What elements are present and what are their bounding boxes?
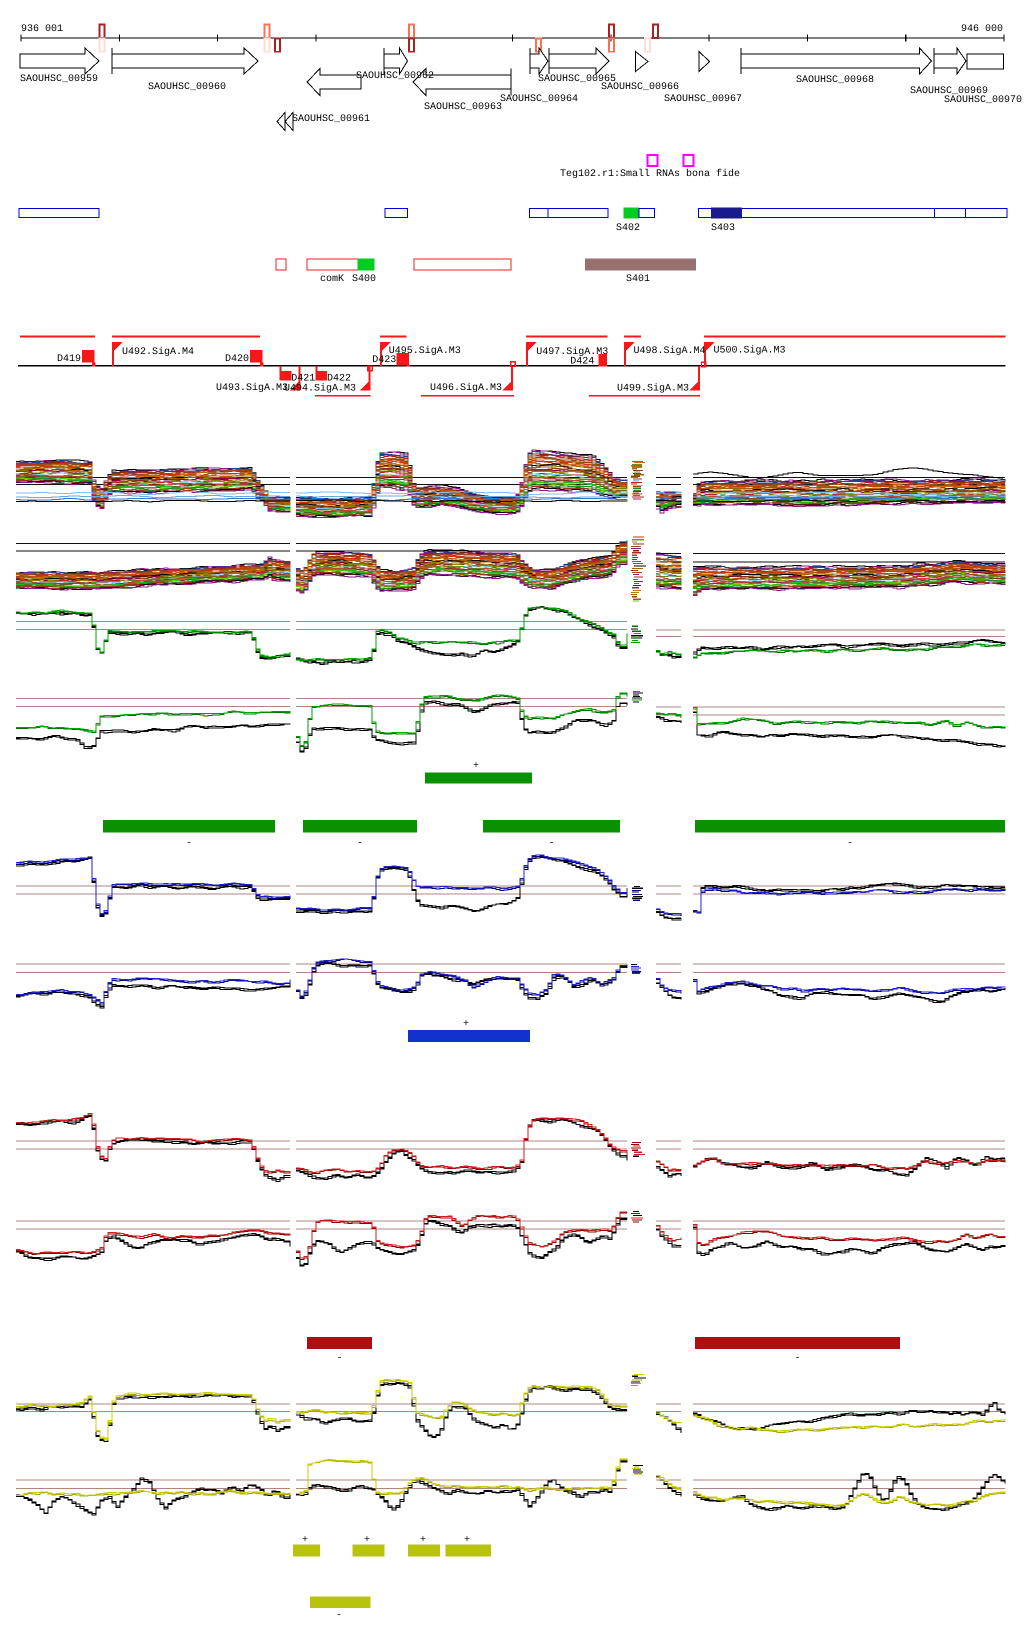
svg-text:SAOUHSC_00967: SAOUHSC_00967 [664,94,742,105]
svg-text:U498.SigA.M4: U498.SigA.M4 [634,345,706,357]
svg-text:SAOUHSC_00970: SAOUHSC_00970 [944,95,1022,106]
svg-text:D419: D419 [57,354,81,365]
svg-text:-: - [336,1610,342,1621]
svg-text:-: - [357,838,363,849]
svg-text:SAOUHSC_00963: SAOUHSC_00963 [424,102,502,113]
svg-text:-: - [186,838,192,849]
svg-text:-: - [548,838,554,849]
svg-text:U492.SigA.M4: U492.SigA.M4 [122,346,194,358]
svg-text:D424: D424 [570,357,594,368]
svg-text:SAOUHSC_00968: SAOUHSC_00968 [796,75,874,86]
svg-text:S402: S402 [616,223,640,234]
svg-text:+: + [464,1535,470,1546]
svg-text:SAOUHSC_00969: SAOUHSC_00969 [910,86,988,97]
svg-text:+: + [302,1535,308,1546]
svg-text:U495.SigA.M3: U495.SigA.M3 [389,345,461,357]
svg-text:-: - [847,838,853,849]
svg-text:S401: S401 [626,274,650,285]
svg-text:D420: D420 [225,354,249,365]
svg-text:U500.SigA.M3: U500.SigA.M3 [714,345,786,357]
svg-text:U499.SigA.M3: U499.SigA.M3 [617,382,689,394]
svg-text:S403: S403 [711,223,735,234]
svg-text:SAOUHSC_00960: SAOUHSC_00960 [148,82,226,93]
svg-text:+: + [463,1019,469,1030]
svg-text:Teg102.r1:Small RNAs bona fide: Teg102.r1:Small RNAs bona fide [560,168,740,180]
svg-text:D422: D422 [327,373,351,384]
svg-text:+: + [420,1535,426,1546]
svg-text:U493.SigA.M3: U493.SigA.M3 [216,382,288,394]
svg-text:S400: S400 [352,274,376,285]
svg-text:SAOUHSC_00965: SAOUHSC_00965 [538,74,616,85]
svg-text:D421: D421 [291,373,315,384]
svg-text:936 001: 936 001 [21,24,63,35]
svg-text:SAOUHSC_00964: SAOUHSC_00964 [500,94,578,105]
svg-text:U497.SigA.M3: U497.SigA.M3 [536,346,608,358]
svg-text:SAOUHSC_00962: SAOUHSC_00962 [356,71,434,82]
svg-text:SAOUHSC_00961: SAOUHSC_00961 [292,114,370,125]
svg-text:-: - [336,1353,342,1364]
svg-text:U496.SigA.M3: U496.SigA.M3 [430,382,502,394]
svg-text:comK: comK [320,274,344,285]
svg-text:946 000: 946 000 [961,24,1003,35]
svg-text:-: - [794,1353,800,1364]
svg-text:SAOUHSC_00966: SAOUHSC_00966 [601,82,679,93]
svg-text:SAOUHSC_00959: SAOUHSC_00959 [20,74,98,85]
svg-text:+: + [473,761,479,772]
svg-text:U494.SigA.M3: U494.SigA.M3 [284,382,356,394]
svg-text:D423: D423 [372,355,396,366]
svg-text:+: + [364,1535,370,1546]
